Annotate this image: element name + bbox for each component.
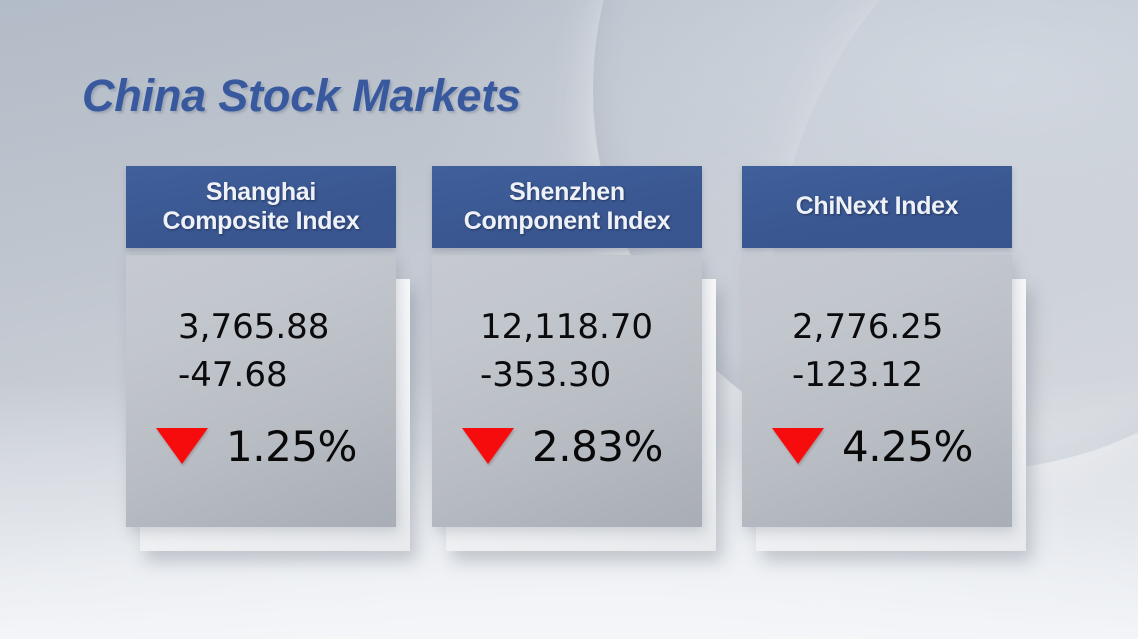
percent-change-row: 2.83% bbox=[432, 422, 702, 471]
card-header-line1: Shanghai bbox=[205, 177, 317, 206]
card-body-chinext-index: 2,776.25 -123.12 4.25% bbox=[742, 255, 1012, 527]
index-card-group: Shanghai Composite Index 3,765.88 -47.68… bbox=[126, 166, 1026, 551]
triangle-down-icon bbox=[156, 428, 208, 465]
card-header-chinext-index: ChiNext Index bbox=[742, 166, 1012, 248]
card-stack: 12,118.70 -353.30 2.83% bbox=[432, 255, 716, 551]
card-header-shanghai-composite-index: Shanghai Composite Index bbox=[126, 166, 396, 248]
page-title: China Stock Markets bbox=[82, 70, 521, 121]
triangle-down-icon bbox=[772, 428, 824, 465]
card-header-line2: Component Index bbox=[463, 207, 671, 235]
card-header-line1: ChiNext Index bbox=[795, 192, 959, 221]
change-value: -47.68 bbox=[178, 355, 288, 396]
card-header-line2: Composite Index bbox=[162, 207, 360, 235]
percent-change-row: 4.25% bbox=[742, 422, 1012, 471]
index-value: 3,765.88 bbox=[178, 307, 330, 347]
card-stack: 3,765.88 -47.68 1.25% bbox=[126, 255, 410, 551]
card-body-shanghai-composite-index: 3,765.88 -47.68 1.25% bbox=[126, 255, 396, 527]
index-card-shenzhen-component-index: Shenzhen Component Index 12,118.70 -353.… bbox=[432, 166, 716, 551]
index-value: 12,118.70 bbox=[480, 307, 654, 347]
percent-change-value: 1.25% bbox=[226, 421, 357, 471]
card-stack: 2,776.25 -123.12 4.25% bbox=[742, 255, 1026, 551]
index-value: 2,776.25 bbox=[792, 307, 944, 347]
change-value: -353.30 bbox=[480, 355, 612, 396]
triangle-down-icon bbox=[462, 428, 514, 465]
card-body-shenzhen-component-index: 12,118.70 -353.30 2.83% bbox=[432, 255, 702, 527]
index-card-shanghai-composite-index: Shanghai Composite Index 3,765.88 -47.68… bbox=[126, 166, 410, 551]
card-header-line1: Shenzhen bbox=[509, 177, 625, 206]
card-header-shenzhen-component-index: Shenzhen Component Index bbox=[432, 166, 702, 248]
percent-change-value: 4.25% bbox=[842, 421, 973, 471]
percent-change-value: 2.83% bbox=[532, 421, 663, 471]
percent-change-row: 1.25% bbox=[126, 422, 396, 471]
index-card-chinext-index: ChiNext Index 2,776.25 -123.12 4.25% bbox=[742, 166, 1026, 551]
change-value: -123.12 bbox=[792, 355, 924, 396]
